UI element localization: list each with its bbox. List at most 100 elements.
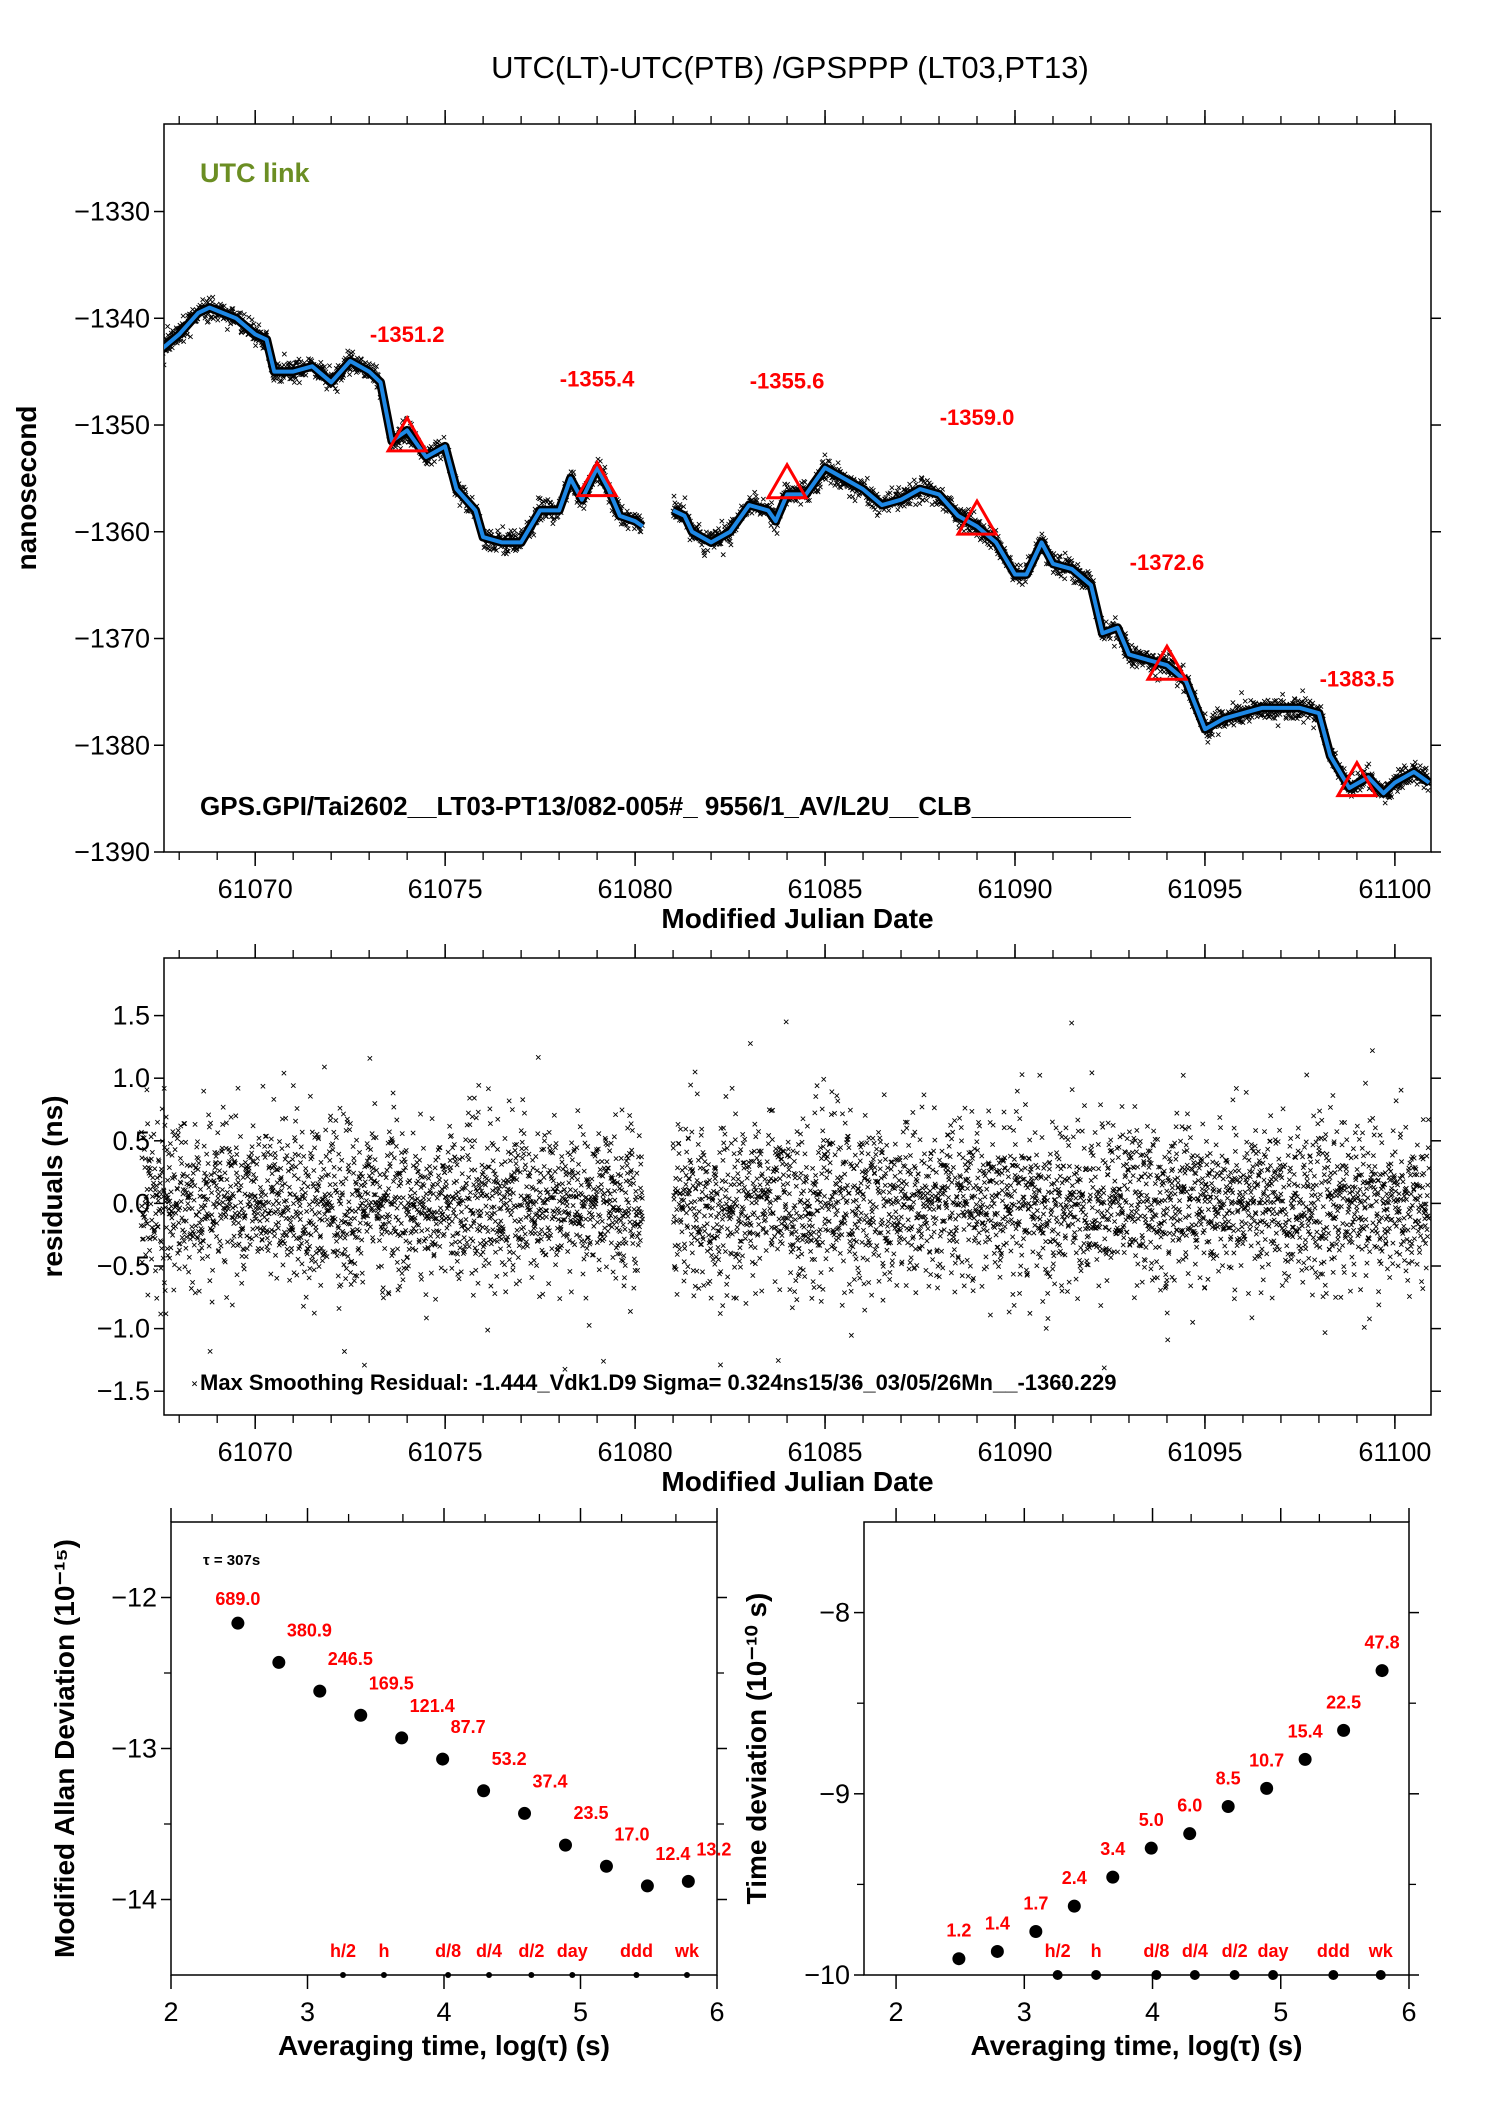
residual-point (572, 1242, 578, 1248)
raw-data-point (180, 313, 186, 319)
residual-point (502, 1271, 508, 1277)
residual-point (586, 1322, 592, 1328)
raw-data-point (324, 386, 330, 392)
residual-point (472, 1167, 478, 1173)
residual-point (393, 1214, 399, 1220)
chart-title: UTC(LT)-UTC(PTB) /GPSPPP (LT03,PT13) (491, 50, 1089, 85)
x-tick-label: 61100 (1358, 1437, 1431, 1467)
residual-point (435, 1154, 441, 1160)
raw-data-point (291, 379, 297, 385)
residual-point (564, 1203, 570, 1209)
residual-point (537, 1294, 543, 1300)
residual-point (149, 1217, 155, 1223)
residual-point (534, 1168, 540, 1174)
residual-point (316, 1263, 322, 1270)
residual-point (400, 1195, 406, 1201)
residual-point (435, 1181, 441, 1187)
residual-point (483, 1240, 489, 1246)
residual-point (311, 1310, 317, 1316)
residual-point (290, 1156, 296, 1162)
residual-point (279, 1146, 285, 1152)
residual-point (547, 1143, 553, 1149)
residual-point (542, 1231, 548, 1237)
residual-point (502, 1159, 508, 1165)
residual-point (495, 1116, 501, 1122)
raw-data-point (1275, 723, 1281, 729)
residual-point (224, 1189, 230, 1195)
residual-point (583, 1216, 589, 1222)
residual-point (543, 1252, 549, 1258)
residual-point (280, 1262, 286, 1268)
residual-point (331, 1164, 337, 1170)
raw-data-point (157, 348, 161, 352)
residual-point (393, 1143, 399, 1149)
residual-point (364, 1228, 370, 1234)
residual-point (540, 1291, 546, 1297)
residual-point (168, 1203, 174, 1209)
residual-point (447, 1157, 453, 1163)
residual-point (463, 1180, 469, 1186)
x-tick-label: 61095 (1167, 1437, 1242, 1467)
residuals-plot: 61070 61075 61080 61085 61090 61095 61100−1.5−… (37, 944, 1441, 1497)
residual-point (319, 1174, 325, 1180)
residual-point (297, 1160, 304, 1166)
raw-data-point (581, 505, 587, 511)
residual-point (303, 1294, 309, 1300)
residual-point (405, 1263, 411, 1269)
residual-point (380, 1285, 386, 1291)
residual-point (388, 1230, 394, 1236)
residual-point (506, 1257, 512, 1263)
residual-point (228, 1183, 234, 1189)
residual-point (608, 1240, 614, 1246)
residual-point (496, 1234, 502, 1240)
residual-point (268, 1271, 274, 1277)
residual-point (377, 1172, 383, 1178)
raw-data-point (154, 346, 158, 350)
residual-point (262, 1208, 268, 1214)
residual-point (306, 1275, 312, 1281)
residual-point (222, 1259, 228, 1265)
residual-point (291, 1201, 297, 1207)
raw-data-point (911, 477, 917, 483)
residual-point (237, 1133, 243, 1139)
residual-point (312, 1145, 318, 1151)
residual-point (215, 1191, 222, 1197)
residual-point (580, 1271, 586, 1277)
raw-data-point (719, 518, 725, 524)
residual-point (288, 1220, 294, 1226)
residual-point (483, 1203, 489, 1209)
residual-point (323, 1153, 329, 1159)
residual-point (269, 1171, 275, 1177)
residual-point (343, 1266, 349, 1272)
residual-point (436, 1173, 442, 1179)
raw-data-point (303, 372, 309, 378)
residual-point (595, 1159, 601, 1165)
residual-point (589, 1211, 595, 1217)
residual-point (533, 1199, 539, 1205)
residual-point (442, 1268, 448, 1274)
raw-data-point (436, 438, 442, 444)
residual-point (192, 1381, 198, 1387)
raw-data-point (486, 543, 492, 549)
raw-data-point (373, 363, 379, 369)
residual-point (492, 1291, 498, 1297)
residual-point (168, 1245, 174, 1251)
residual-point (351, 1170, 357, 1176)
raw-data-point (889, 485, 895, 491)
raw-data-point (850, 494, 856, 500)
residual-point (585, 1143, 591, 1150)
residual-point (438, 1219, 444, 1225)
raw-data-point (139, 370, 143, 374)
raw-data-point (1214, 706, 1220, 712)
residual-point (352, 1215, 358, 1221)
residual-point (575, 1108, 581, 1114)
residual-point (230, 1242, 236, 1248)
raw-data-point (1300, 688, 1306, 694)
residual-point (621, 1283, 627, 1289)
residual-point (259, 1246, 265, 1252)
residual-point (266, 1199, 272, 1205)
residual-point (359, 1270, 365, 1276)
raw-data-point (1246, 718, 1252, 724)
raw-data-point (141, 356, 145, 360)
residual-point (407, 1178, 413, 1184)
